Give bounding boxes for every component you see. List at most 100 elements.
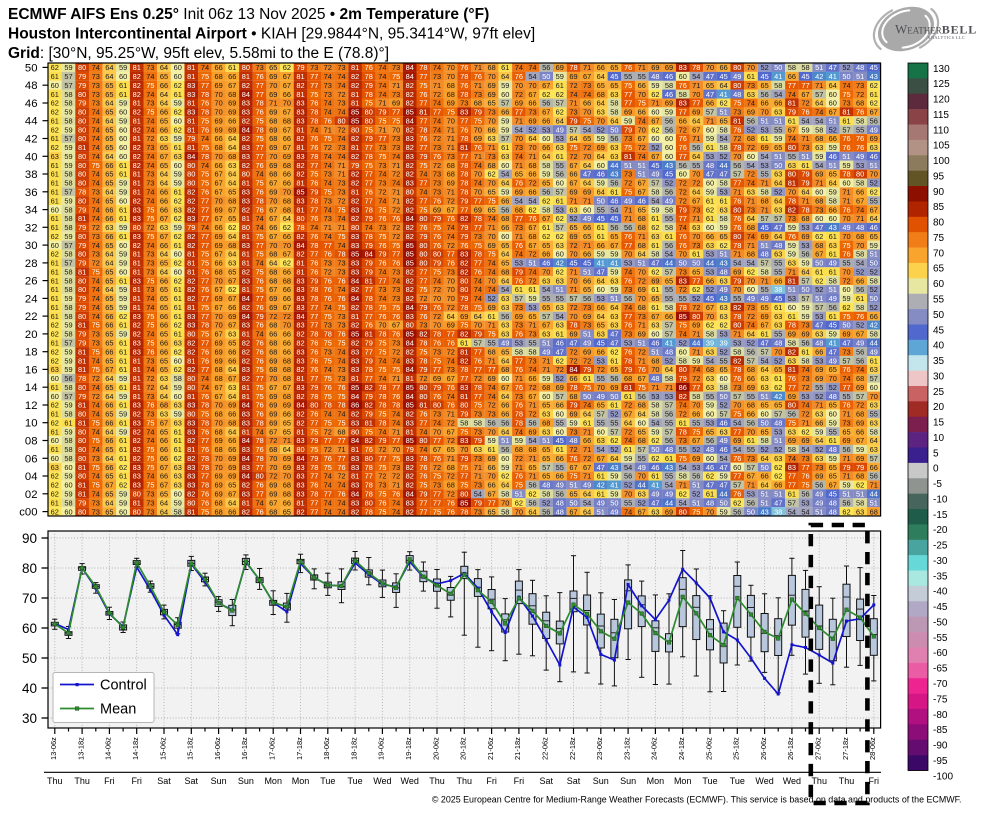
- svg-text:73: 73: [378, 161, 386, 170]
- svg-text:74: 74: [392, 152, 400, 161]
- svg-text:61: 61: [51, 312, 59, 321]
- svg-text:77: 77: [419, 116, 427, 125]
- svg-text:65: 65: [515, 170, 523, 179]
- svg-text:76: 76: [624, 276, 632, 285]
- svg-text:77: 77: [365, 143, 373, 152]
- svg-text:82: 82: [351, 179, 359, 188]
- svg-text:61: 61: [542, 223, 550, 232]
- svg-text:Houston Intercontinental Airpo: Houston Intercontinental Airport • KIAH …: [8, 26, 535, 43]
- svg-text:74: 74: [378, 72, 386, 81]
- svg-text:57: 57: [774, 214, 782, 223]
- svg-text:71: 71: [474, 63, 482, 72]
- svg-text:71: 71: [760, 276, 768, 285]
- svg-text:80: 80: [365, 116, 373, 125]
- svg-text:64: 64: [105, 72, 113, 81]
- svg-text:78: 78: [365, 303, 373, 312]
- svg-text:54: 54: [747, 259, 755, 268]
- svg-text:54: 54: [774, 90, 782, 99]
- svg-text:61: 61: [51, 294, 59, 303]
- svg-text:74: 74: [378, 267, 386, 276]
- svg-text:66: 66: [788, 72, 796, 81]
- svg-text:72: 72: [692, 179, 700, 188]
- svg-text:67: 67: [706, 303, 714, 312]
- svg-text:78: 78: [460, 188, 468, 197]
- svg-text:61: 61: [528, 285, 536, 294]
- svg-text:84: 84: [242, 312, 250, 321]
- svg-text:69: 69: [214, 205, 222, 214]
- svg-text:64: 64: [105, 259, 113, 268]
- svg-text:41: 41: [719, 90, 727, 99]
- svg-text:54: 54: [528, 196, 536, 205]
- svg-text:57: 57: [665, 267, 673, 276]
- svg-text:76: 76: [255, 108, 263, 117]
- svg-text:66: 66: [829, 205, 837, 214]
- svg-text:83: 83: [679, 99, 687, 108]
- svg-text:74: 74: [92, 276, 100, 285]
- svg-text:71: 71: [487, 143, 495, 152]
- svg-text:59: 59: [501, 125, 509, 134]
- svg-text:65: 65: [160, 285, 168, 294]
- svg-text:75: 75: [201, 303, 209, 312]
- svg-text:64: 64: [556, 116, 564, 125]
- svg-text:60: 60: [174, 250, 182, 259]
- svg-text:55: 55: [624, 72, 632, 81]
- svg-text:70: 70: [692, 170, 700, 179]
- svg-text:74: 74: [679, 330, 687, 339]
- svg-text:53: 53: [597, 294, 605, 303]
- svg-text:68: 68: [269, 321, 277, 330]
- svg-text:74: 74: [447, 223, 455, 232]
- svg-text:65: 65: [760, 81, 768, 90]
- svg-text:61: 61: [706, 143, 714, 152]
- svg-text:85: 85: [406, 108, 414, 117]
- svg-text:80: 80: [419, 214, 427, 223]
- svg-text:76: 76: [337, 294, 345, 303]
- svg-text:78: 78: [337, 250, 345, 259]
- svg-text:57: 57: [665, 330, 673, 339]
- svg-text:55: 55: [679, 294, 687, 303]
- svg-text:71: 71: [515, 232, 523, 241]
- svg-text:75: 75: [337, 205, 345, 214]
- svg-text:51: 51: [719, 250, 727, 259]
- svg-text:79: 79: [296, 63, 304, 72]
- svg-text:62: 62: [556, 108, 564, 117]
- svg-text:83: 83: [351, 205, 359, 214]
- svg-text:57: 57: [842, 125, 850, 134]
- svg-text:67: 67: [283, 81, 291, 90]
- svg-text:72: 72: [324, 63, 332, 72]
- svg-text:76: 76: [474, 143, 482, 152]
- svg-text:58: 58: [64, 312, 72, 321]
- svg-text:73: 73: [515, 223, 523, 232]
- svg-text:67: 67: [583, 72, 591, 81]
- svg-text:76: 76: [856, 108, 864, 117]
- svg-text:65: 65: [638, 205, 646, 214]
- svg-text:67: 67: [870, 108, 878, 117]
- svg-text:64: 64: [160, 179, 168, 188]
- svg-text:70: 70: [214, 99, 222, 108]
- svg-text:59: 59: [801, 303, 809, 312]
- svg-text:75: 75: [378, 152, 386, 161]
- svg-text:73: 73: [92, 99, 100, 108]
- svg-text:47: 47: [651, 259, 659, 268]
- svg-text:52: 52: [870, 179, 878, 188]
- svg-text:78: 78: [733, 312, 741, 321]
- svg-text:77: 77: [310, 205, 318, 214]
- svg-text:77: 77: [365, 312, 373, 321]
- svg-text:60: 60: [174, 161, 182, 170]
- svg-text:75: 75: [433, 223, 441, 232]
- svg-text:78: 78: [296, 223, 304, 232]
- svg-text:82: 82: [296, 81, 304, 90]
- svg-text:78: 78: [788, 196, 796, 205]
- svg-text:75: 75: [378, 232, 386, 241]
- svg-text:76: 76: [310, 259, 318, 268]
- svg-text:75: 75: [146, 205, 154, 214]
- svg-text:79: 79: [78, 205, 86, 214]
- svg-text:38: 38: [774, 285, 782, 294]
- svg-text:72: 72: [92, 223, 100, 232]
- svg-text:63: 63: [556, 321, 564, 330]
- svg-text:81: 81: [133, 63, 141, 72]
- svg-text:61: 61: [556, 196, 564, 205]
- svg-text:68: 68: [856, 232, 864, 241]
- svg-text:53: 53: [706, 152, 714, 161]
- svg-text:50: 50: [842, 321, 850, 330]
- svg-text:73: 73: [378, 285, 386, 294]
